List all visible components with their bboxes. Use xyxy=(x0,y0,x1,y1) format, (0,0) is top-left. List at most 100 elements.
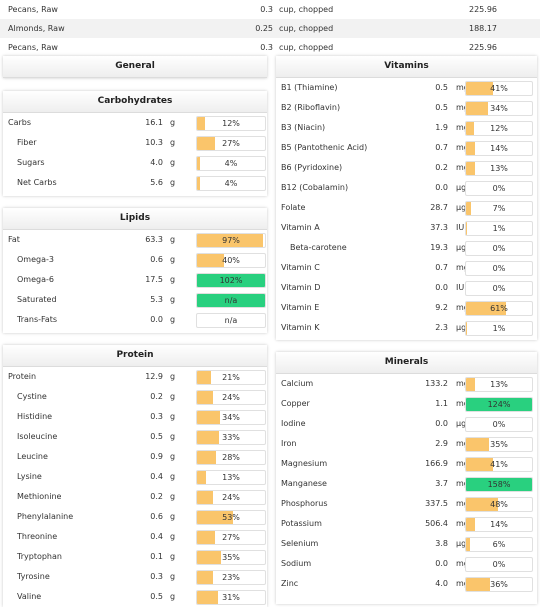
nutrient-row: B6 (Pyridoxine) 0.2 mg 13% xyxy=(276,158,537,178)
daily-value-percent: 0% xyxy=(492,420,506,429)
nutrient-row: Vitamin C 0.7 mg 0% xyxy=(276,258,537,278)
nutrient-amount: 5.3 xyxy=(150,295,163,304)
nutrient-unit: g xyxy=(170,392,176,401)
daily-value-percent: 0% xyxy=(492,284,506,293)
daily-value-percent: 102% xyxy=(219,276,243,285)
daily-value-bar: 28% xyxy=(196,450,266,465)
daily-value-percent: 36% xyxy=(490,580,508,589)
nutrient-name: Fiber xyxy=(17,138,37,147)
nutrient-unit: g xyxy=(170,118,176,127)
nutrient-amount: 0.6 xyxy=(150,255,163,264)
nutrient-amount: 63.3 xyxy=(145,235,163,244)
nutrient-name: Omega-6 xyxy=(17,275,54,284)
daily-value-percent: 6% xyxy=(492,540,506,549)
nutrient-name: Histidine xyxy=(17,412,53,421)
daily-value-percent: 31% xyxy=(222,593,240,602)
nutrient-row: Fat 63.3 g 97% xyxy=(3,230,267,250)
daily-value-bar: 0% xyxy=(465,281,533,296)
nutrient-name: Phenylalanine xyxy=(17,512,74,521)
nutrient-amount: 0.2 xyxy=(150,492,163,501)
nutrient-unit: g xyxy=(170,372,176,381)
nutrient-name: Tyrosine xyxy=(17,572,50,581)
nutrient-row: Tryptophan 0.1 g 35% xyxy=(3,547,267,567)
food-amount: 0.25 xyxy=(255,24,273,33)
daily-value-bar: 124% xyxy=(465,397,533,412)
food-unit: cup, chopped xyxy=(279,5,334,14)
minerals-rows: Calcium 133.2 mg 13% Copper 1.1 mg 124% Iodine 0.… xyxy=(276,374,537,594)
daily-value-fill xyxy=(197,254,225,267)
nutrient-unit: µg xyxy=(456,203,467,212)
daily-value-fill xyxy=(466,142,476,155)
food-row[interactable]: Pecans, Raw 0.3 cup, chopped 225.96 xyxy=(0,38,540,57)
daily-value-fill xyxy=(197,234,263,247)
nutrient-row: B5 (Pantothenic Acid) 0.7 mg 14% xyxy=(276,138,537,158)
daily-value-fill xyxy=(466,202,471,215)
nutrient-unit: g xyxy=(170,592,176,601)
daily-value-bar: 13% xyxy=(196,470,266,485)
nutrient-unit: g xyxy=(170,572,176,581)
daily-value-bar: 97% xyxy=(196,233,266,248)
nutrient-row: Sugars 4.0 g 4% xyxy=(3,153,267,173)
nutrient-unit: g xyxy=(170,472,176,481)
nutrient-row: Net Carbs 5.6 g 4% xyxy=(3,173,267,193)
daily-value-percent: 13% xyxy=(222,473,240,482)
daily-value-bar: 0% xyxy=(465,417,533,432)
food-unit: cup, chopped xyxy=(279,24,334,33)
food-unit: cup, chopped xyxy=(279,43,334,52)
nutrient-amount: 0.0 xyxy=(435,559,448,568)
daily-value-fill xyxy=(466,498,498,511)
nutrient-name: Copper xyxy=(281,399,310,408)
nutrient-amount: 0.5 xyxy=(435,103,448,112)
nutrient-amount: 2.9 xyxy=(435,439,448,448)
daily-value-bar: 34% xyxy=(196,410,266,425)
nutrient-row: Threonine 0.4 g 27% xyxy=(3,527,267,547)
general-panel-title: General xyxy=(3,56,267,78)
daily-value-bar: 21% xyxy=(196,370,266,385)
daily-value-bar: 53% xyxy=(196,510,266,525)
daily-value-percent: 23% xyxy=(222,573,240,582)
daily-value-bar: 24% xyxy=(196,390,266,405)
nutrient-name: Saturated xyxy=(17,295,57,304)
nutrient-name: Isoleucine xyxy=(17,432,58,441)
minerals-panel: Minerals Calcium 133.2 mg 13% Copper 1.1 mg 124… xyxy=(276,352,537,604)
nutrient-amount: 0.3 xyxy=(150,412,163,421)
nutrient-name: Fat xyxy=(8,235,20,244)
nutrient-unit: mg xyxy=(456,459,469,468)
daily-value-percent: n/a xyxy=(224,316,238,325)
daily-value-bar: 41% xyxy=(465,457,533,472)
nutrient-unit: mg xyxy=(456,263,469,272)
daily-value-fill xyxy=(466,122,474,135)
nutrient-amount: 2.3 xyxy=(435,323,448,332)
nutrient-row: Omega-6 17.5 g 102% xyxy=(3,270,267,290)
nutrient-amount: 0.5 xyxy=(150,592,163,601)
nutrient-name: Vitamin D xyxy=(281,283,321,292)
nutrient-unit: g xyxy=(170,315,176,324)
nutrient-amount: 0.7 xyxy=(435,263,448,272)
daily-value-bar: 35% xyxy=(196,550,266,565)
nutrient-row: Magnesium 166.9 mg 41% xyxy=(276,454,537,474)
daily-value-fill xyxy=(197,531,216,544)
nutrient-name: Net Carbs xyxy=(17,178,57,187)
nutrient-amount: 5.6 xyxy=(150,178,163,187)
nutrient-name: B2 (Riboflavin) xyxy=(281,103,341,112)
carbohydrates-panel-title: Carbohydrates xyxy=(3,91,267,113)
daily-value-percent: 1% xyxy=(492,224,506,233)
food-row[interactable]: Pecans, Raw 0.3 cup, chopped 225.96 xyxy=(0,0,540,19)
food-row[interactable]: Almonds, Raw 0.25 cup, chopped 188.17 xyxy=(0,19,540,38)
nutrient-unit: mg xyxy=(456,103,469,112)
nutrient-name: Vitamin K xyxy=(281,323,320,332)
daily-value-percent: 12% xyxy=(222,119,240,128)
daily-value-bar: n/a xyxy=(196,313,266,328)
nutrient-name: Sugars xyxy=(17,158,45,167)
nutrient-name: B5 (Pantothenic Acid) xyxy=(281,143,368,152)
daily-value-bar: 33% xyxy=(196,430,266,445)
daily-value-bar: 23% xyxy=(196,570,266,585)
carbohydrates-panel: Carbohydrates Carbs 16.1 g 12% Fiber 10.3 g 27%… xyxy=(3,91,267,196)
daily-value-bar: 0% xyxy=(465,241,533,256)
nutrient-unit: mg xyxy=(456,519,469,528)
food-calories: 225.96 xyxy=(469,43,497,52)
nutrient-amount: 4.0 xyxy=(150,158,163,167)
nutrient-name: Vitamin C xyxy=(281,263,320,272)
nutrient-amount: 166.9 xyxy=(425,459,448,468)
daily-value-percent: 97% xyxy=(222,236,240,245)
